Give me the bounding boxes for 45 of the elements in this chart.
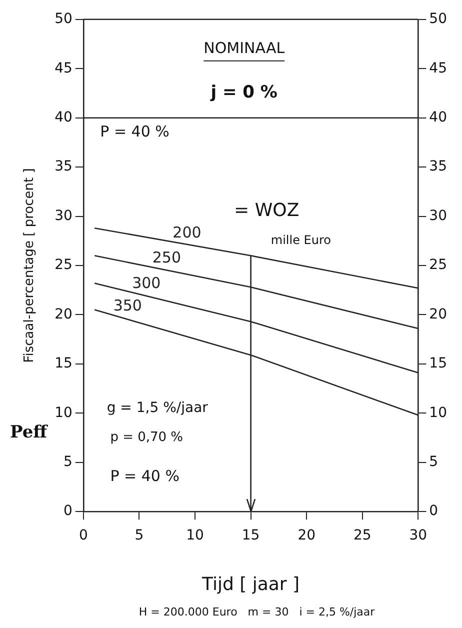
y2-tick-label: 15 — [429, 356, 448, 372]
y-tick-label: 35 — [54, 158, 72, 175]
y-tick-label: 45 — [54, 60, 72, 76]
y-tick-label: 30 — [54, 208, 72, 224]
y2-tick-label: 5 — [429, 454, 438, 470]
y2-tick-label: 30 — [429, 208, 448, 224]
y2-tick-label: 35 — [429, 158, 448, 175]
annotation: P = 40 % — [100, 122, 170, 140]
y-tick-label: 25 — [54, 257, 72, 274]
x-tick-label: 5 — [134, 528, 144, 544]
y-tick-label: 40 — [54, 109, 72, 126]
y2-tick-label: 50 — [429, 11, 448, 28]
series-label: 250 — [152, 248, 182, 267]
series-label: 350 — [113, 296, 142, 315]
x-tick-label: 20 — [298, 528, 316, 544]
y-tick-label: 50 — [54, 11, 72, 28]
annotation: mille Euro — [270, 233, 331, 248]
annotation: g = 1,5 %/jaar — [106, 400, 208, 416]
y2-tick-label: 40 — [429, 109, 448, 126]
y2-tick-label: 25 — [429, 257, 448, 274]
y-tick-label: 20 — [54, 306, 72, 322]
text: H = 200.000 Euro m = 30 i = 2,5 %/jaar — [138, 605, 376, 618]
y-tick-label: 0 — [63, 503, 72, 520]
x-axis-title: Tijd [ jaar ] — [201, 574, 300, 595]
x-tick-label: 25 — [353, 528, 372, 544]
series-label: 300 — [132, 274, 161, 292]
text: Peff — [10, 422, 48, 442]
annotation: = WOZ — [234, 200, 300, 222]
annotation: P = 40 % — [110, 467, 180, 486]
series-label: 200 — [172, 223, 202, 242]
annotation: p = 0,70 % — [110, 430, 184, 446]
x-tick-label: 0 — [78, 528, 88, 544]
x-tick-label: 30 — [409, 528, 428, 544]
y2-tick-label: 10 — [429, 404, 448, 421]
y2-tick-label: 45 — [429, 60, 448, 76]
y-axis-title: Fiscaal-percentage [ procent ] — [22, 168, 38, 363]
y-tick-label: 15 — [54, 356, 72, 372]
annotation: j = 0 % — [210, 82, 278, 103]
x-tick-label: 10 — [186, 528, 204, 544]
annotation: NOMINAAL — [204, 38, 286, 57]
y2-tick-label: 0 — [429, 503, 438, 520]
y-tick-label: 5 — [63, 454, 72, 470]
y-tick-label: 10 — [54, 404, 72, 421]
y2-tick-label: 20 — [429, 306, 448, 322]
x-tick-label: 15 — [242, 528, 260, 544]
